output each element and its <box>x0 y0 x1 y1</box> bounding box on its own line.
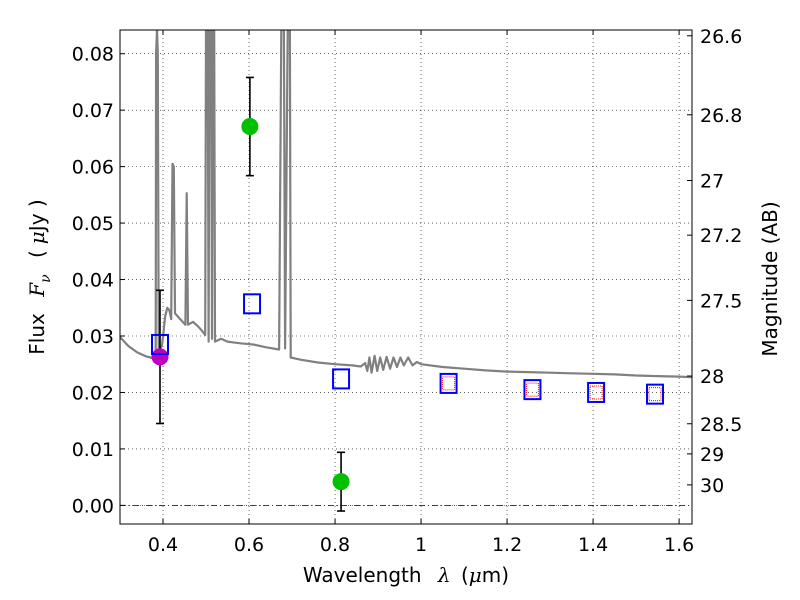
y-tick-label: 0.00 <box>72 495 114 517</box>
y-tick-label: 0.03 <box>72 326 114 348</box>
model-inner-square-marker <box>648 387 662 402</box>
y-tick-label: 0.05 <box>72 213 114 235</box>
y2-tick-label: 27 <box>700 170 724 192</box>
spectrum-line <box>120 30 692 379</box>
photometry-point <box>151 348 169 366</box>
x-axis-symbol: λ <box>437 563 451 587</box>
x-tick-label: 0.8 <box>320 534 350 556</box>
y-axis-label: Flux <box>25 313 49 355</box>
y-axis-unit-close: Jy ) <box>25 199 49 233</box>
plot-frame <box>119 29 693 525</box>
model-square-marker <box>646 383 665 405</box>
y2-tick-label: 30 <box>700 475 724 497</box>
x-axis-title: Wavelength λ (μm) <box>303 563 509 587</box>
y-axis-unit-mu: μ <box>25 231 49 244</box>
y-axis-symbol: F <box>25 282 49 298</box>
x-axis-label: Wavelength <box>303 563 422 587</box>
y-tick-label: 0.08 <box>72 44 114 66</box>
y-axis-title: Flux Fν ( μJy ) <box>25 199 55 354</box>
grid <box>120 30 692 524</box>
x-tick-label: 1.4 <box>578 534 608 556</box>
y2-tick-label: 26.6 <box>700 26 742 48</box>
model-square-marker <box>243 293 262 315</box>
y-tick-label: 0.07 <box>72 100 114 122</box>
model-square-marker <box>587 381 606 403</box>
x-axis-unit-open: ( <box>461 563 469 587</box>
x-tick-label: 0.4 <box>148 534 178 556</box>
y2-tick-label: 28.5 <box>700 414 742 436</box>
model-square-marker <box>439 372 458 394</box>
series-layer <box>120 30 692 512</box>
x-tick-label: 1 <box>415 534 427 556</box>
y2-tick-label: 27.2 <box>700 225 742 247</box>
model-square-marker <box>332 368 351 390</box>
y-tick-label: 0.06 <box>72 157 114 179</box>
y2-tick-label: 26.8 <box>700 105 742 127</box>
model-inner-square-marker <box>442 376 456 391</box>
x-axis-unit-mu: μ <box>469 563 482 587</box>
y-axis-symbol-sub: ν <box>38 274 54 283</box>
y2-tick-label: 28 <box>700 366 724 388</box>
x-axis-unit-close: m) <box>482 563 509 587</box>
model-inner-square-marker <box>589 385 603 400</box>
y-tick-label: 0.01 <box>72 439 114 461</box>
model-square-marker <box>523 379 542 401</box>
model-square-marker <box>150 333 169 355</box>
y-tick-label: 0.02 <box>72 382 114 404</box>
x-tick-label: 1.6 <box>664 534 694 556</box>
model-inner-square-marker <box>525 382 539 397</box>
photometry-point <box>241 118 259 136</box>
y2-axis-title: Magnitude (AB) <box>758 201 782 356</box>
photometry-point <box>332 473 350 491</box>
ticks: 0.4 0.6 0.8 1 1.2 1.4 1.6 0.00 0.01 0.02 0.03 0.04 0… <box>72 26 743 556</box>
x-tick-label: 0.6 <box>234 534 264 556</box>
y2-tick-label: 27.5 <box>700 290 742 312</box>
y-axis-unit-open: ( <box>25 250 49 258</box>
y-tick-label: 0.04 <box>72 270 114 292</box>
y2-tick-label: 29 <box>700 444 724 466</box>
x-tick-label: 1.2 <box>492 534 522 556</box>
